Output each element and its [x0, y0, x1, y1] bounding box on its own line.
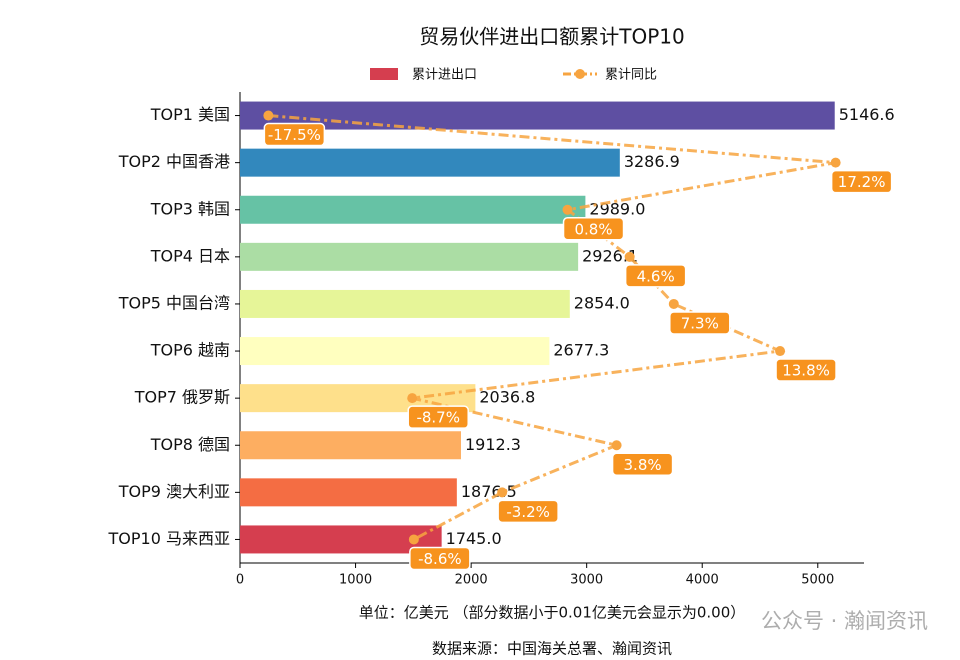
y-tick-label: TOP3 韩国: [150, 199, 230, 218]
label-box: [775, 358, 837, 382]
bar: [240, 242, 579, 271]
y-tick-label: TOP7 俄罗斯: [134, 388, 230, 407]
watermark: 公众号 · 瀚闻资讯: [761, 609, 928, 633]
x-tick-label: 5000: [801, 573, 834, 588]
y-tick-label: TOP4 日本: [150, 246, 230, 265]
y-tick-label: TOP8 德国: [150, 435, 230, 454]
bar-value-label: 1745.0: [446, 529, 502, 548]
bar: [240, 431, 461, 460]
x-tick-label: 4000: [686, 573, 719, 588]
bar: [240, 478, 457, 507]
label-box: [624, 264, 687, 288]
bar: [240, 289, 570, 318]
label-text: -8.6%: [418, 550, 462, 568]
legend-label: 累计同比: [605, 68, 657, 83]
label-text: 7.3%: [681, 314, 719, 332]
legend-swatch: [575, 69, 585, 79]
bar: [240, 101, 835, 130]
x-tick-label: 3000: [570, 573, 603, 588]
label-box: [830, 169, 893, 194]
label-box: [497, 499, 559, 524]
line-value-label: -17.5%: [263, 122, 326, 147]
y-tick-label: TOP2 中国香港: [118, 152, 230, 171]
bar: [240, 525, 442, 554]
line-value-label: 13.8%: [775, 358, 837, 382]
label-text: 3.8%: [624, 456, 662, 474]
bar: [240, 337, 550, 366]
bar-value-label: 1876.5: [461, 482, 517, 501]
bar-value-label: 1912.3: [465, 435, 521, 454]
line-marker: [562, 204, 573, 215]
label-box: [263, 122, 326, 147]
line-marker: [611, 440, 622, 451]
line-marker: [497, 487, 508, 498]
y-tick-label: TOP5 中国台湾: [118, 293, 230, 312]
x-tick-label: 2000: [455, 573, 488, 588]
bar-value-label: 2677.3: [553, 341, 609, 360]
y-tick-label: TOP1 美国: [150, 105, 230, 124]
line-value-label: 7.3%: [669, 311, 731, 335]
note: 单位：亿美元 （部分数据小于0.01亿美元会显示为0.00）: [359, 604, 746, 622]
label-text: -17.5%: [268, 126, 321, 144]
line-value-label: -8.7%: [407, 405, 469, 429]
label-box: [611, 452, 674, 476]
bar: [240, 148, 620, 177]
line-marker: [263, 110, 274, 121]
line-marker: [830, 157, 841, 168]
line-value-label: 17.2%: [830, 169, 893, 194]
label-text: -8.7%: [416, 409, 460, 427]
line-value-label: -3.2%: [497, 499, 559, 524]
label-box: [562, 217, 625, 241]
line-value-label: 4.6%: [624, 264, 687, 288]
legend-swatch: [370, 68, 398, 80]
bar-value-label: 3286.9: [624, 152, 680, 171]
line-value-label: -8.6%: [409, 546, 471, 571]
label-text: 4.6%: [637, 267, 675, 285]
line-marker: [407, 393, 418, 404]
note: 数据来源：中国海关总署、瀚闻资讯: [432, 640, 672, 658]
label-text: -3.2%: [506, 503, 550, 521]
x-tick-label: 0: [236, 573, 244, 588]
line-marker: [408, 534, 419, 545]
bar-value-label: 5146.6: [839, 105, 895, 124]
label-box: [409, 546, 471, 571]
y-tick-label: TOP6 越南: [150, 341, 230, 360]
label-text: 13.8%: [782, 362, 830, 380]
bar: [240, 195, 586, 224]
line-marker: [775, 346, 786, 357]
line-marker: [624, 251, 635, 262]
line-marker: [668, 298, 679, 309]
label-box: [669, 311, 731, 335]
line: [268, 114, 836, 541]
y-tick-label: TOP9 澳大利亚: [118, 482, 230, 501]
label-text: 0.8%: [574, 220, 612, 238]
label-text: 17.2%: [838, 173, 886, 191]
line-value-label: 0.8%: [562, 217, 625, 241]
x-tick-label: 1000: [339, 573, 372, 588]
chart-title: 贸易伙伴进出口额累计TOP10: [419, 25, 684, 49]
legend-label: 累计进出口: [412, 68, 477, 83]
bar-value-label: 2854.0: [574, 293, 630, 312]
y-tick-label: TOP10 马来西亚: [108, 529, 230, 548]
label-box: [407, 405, 469, 429]
line-value-label: 3.8%: [611, 452, 674, 476]
bar-value-label: 2036.8: [479, 388, 535, 407]
